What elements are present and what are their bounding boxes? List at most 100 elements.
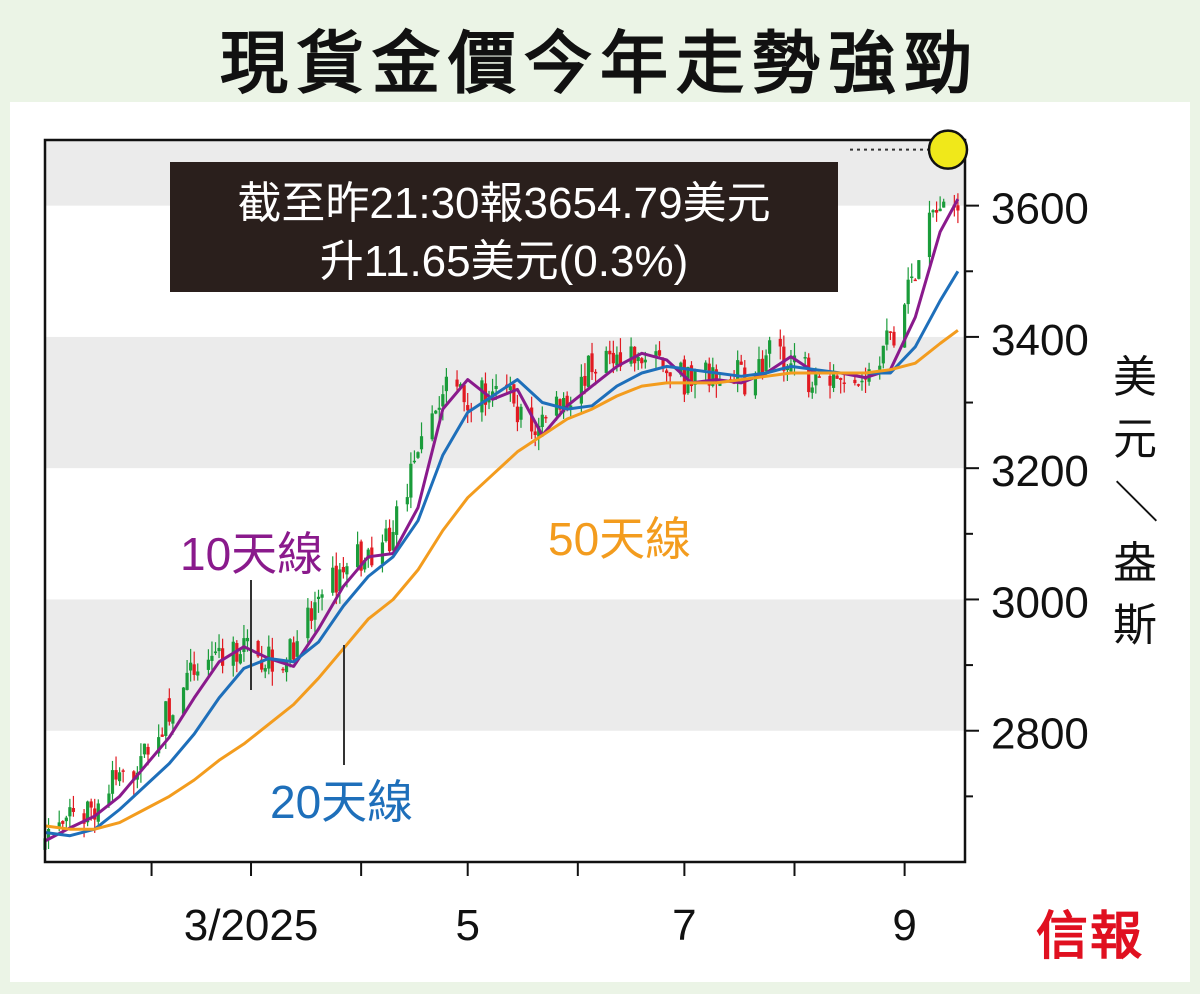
candle-body [615,354,619,366]
candle-body [146,746,150,755]
candle-body [366,549,370,559]
candle-body [281,668,285,671]
candle-body [132,771,136,781]
candle-body [636,356,640,362]
candle-body [171,715,175,724]
candle-body [739,361,743,365]
candle-body [917,260,921,279]
candle-body [338,569,342,592]
candle-body [384,528,388,542]
candle-body [640,358,644,364]
candle-body [835,375,839,379]
candle-body [256,640,260,657]
candle-body [657,350,662,356]
candle-body [217,647,221,652]
candle-body [221,648,225,666]
candle-body [380,542,385,564]
candle-body [565,395,569,410]
candle-body [363,560,367,570]
candle-body [853,379,857,384]
ma20-line [44,270,960,838]
candle-body [906,279,910,305]
candle-body [242,638,246,653]
candle-body [466,405,470,411]
candle-body [878,365,882,370]
candle-body [665,370,669,374]
candle-body [540,414,544,427]
candle-body [586,355,591,388]
candle-body [768,340,772,354]
candle-body [885,330,889,345]
candle-body [590,353,594,373]
candle-body [93,808,97,820]
y-axis-label: 美 [1113,353,1157,402]
candle-body [693,370,697,385]
candle-body [117,772,122,782]
latest-price-marker [927,129,969,170]
candle-body [316,596,321,600]
candle-body [110,770,115,794]
ma50-label: 50天線 [548,513,691,565]
annotation-box [170,162,838,292]
x-tick-label: 9 [892,901,916,950]
candle-body [508,386,512,391]
candle-body [196,671,200,676]
candle-body [142,743,147,755]
candle-body [633,346,637,364]
candle-body [618,352,623,367]
candle-body [345,566,349,575]
candle-body [387,527,392,552]
ma20-label: 20天線 [270,776,413,828]
candle-body [608,350,612,355]
candle-body [931,210,935,213]
candle-body [160,734,164,737]
candle-body [839,377,843,380]
candle-body [263,668,267,672]
candle-body [757,359,761,374]
candle-body [181,687,186,714]
y-tick-label: 2800 [991,710,1089,759]
candle-body [558,399,562,410]
y-axis-label: 元 [1113,415,1157,464]
candle-body [707,363,711,386]
candle-body [68,807,72,817]
candle-body [309,608,314,621]
candle-body [956,205,960,211]
candle-body [480,380,484,413]
y-axis-label: 盎 [1113,539,1157,588]
candle-body [341,566,345,573]
candle-body [288,639,292,662]
candle-body [903,304,907,348]
candle-body [760,358,765,374]
candle-body [419,436,424,450]
candle-body [810,387,814,393]
candle-body [807,357,811,393]
candle-body [704,362,708,371]
candle-body [942,201,946,208]
candle-body [934,210,939,213]
candle-body [245,637,250,642]
candle-body [416,452,420,458]
candle-body [359,541,363,571]
candle-body [260,659,264,670]
candle-body [412,460,417,463]
candle-body [192,664,196,675]
candle-body [512,384,516,404]
candle-body [643,359,647,363]
x-tick-label: 7 [672,901,696,950]
candle-body [64,817,68,822]
x-tick-label: 5 [455,901,479,950]
candle-body [71,808,76,812]
candle-body [391,531,395,551]
candle-body [114,770,118,780]
candle-body [189,662,193,671]
candle-body [562,398,566,413]
y-tick-label: 3200 [991,447,1089,496]
candle-body [785,368,789,371]
candle-body [334,565,338,593]
candle-body [107,793,111,805]
candle-body [910,276,914,279]
candle-body [764,355,768,372]
candle-body [817,376,821,378]
